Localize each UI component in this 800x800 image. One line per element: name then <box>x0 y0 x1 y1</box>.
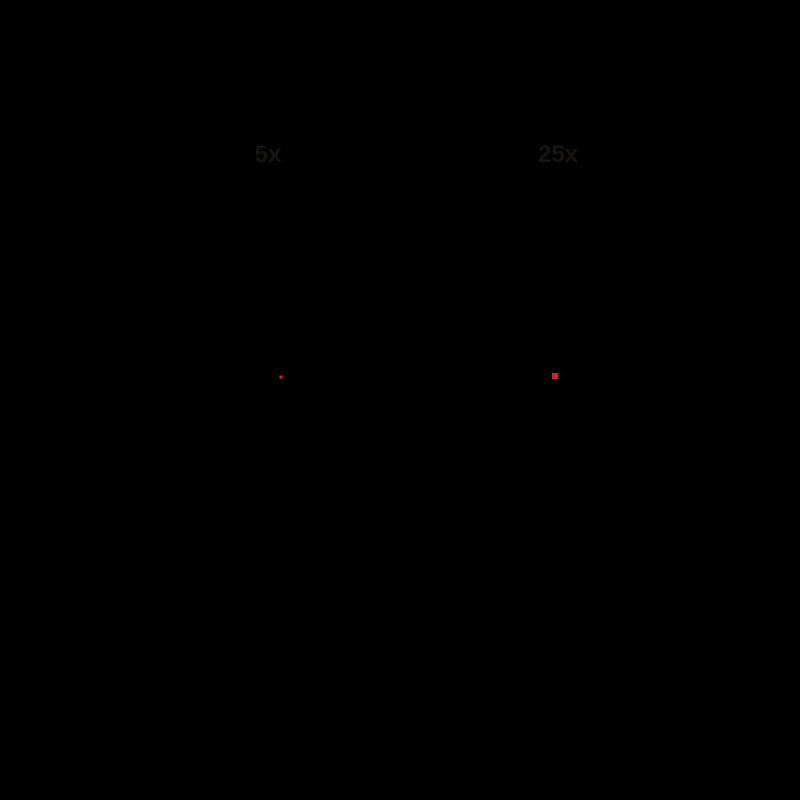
red-dot-right <box>552 373 558 379</box>
red-dot-left <box>280 376 283 379</box>
magnification-label-25x: 25x <box>538 141 578 169</box>
magnification-label-5x: 5x <box>255 141 282 169</box>
